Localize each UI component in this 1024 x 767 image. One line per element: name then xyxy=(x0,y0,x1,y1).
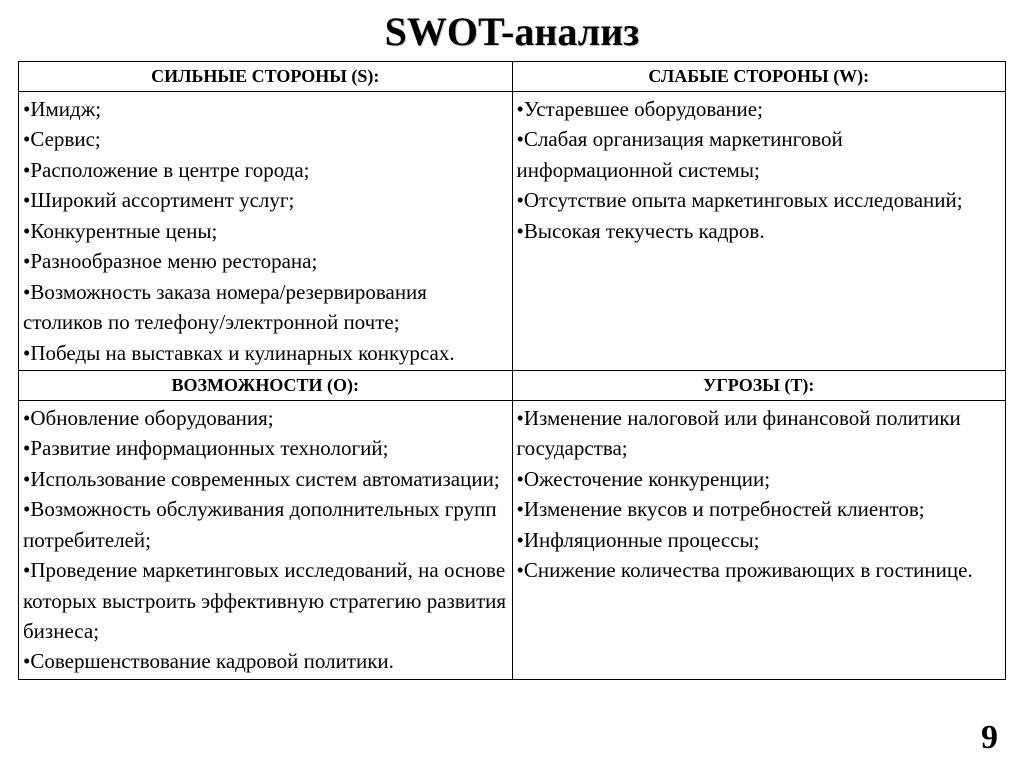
list-item: •Возможность обслуживания дополнительных… xyxy=(23,494,508,555)
list-item: •Имидж; xyxy=(23,94,508,124)
header-row-1: СИЛЬНЫЕ СТОРОНЫ (S): СЛАБЫЕ СТОРОНЫ (W): xyxy=(19,62,1006,92)
list-item: •Инфляционные процессы; xyxy=(517,525,1002,555)
list-item: •Устаревшее оборудование; xyxy=(517,94,1002,124)
list-item: •Конкурентные цены; xyxy=(23,216,508,246)
list-item: •Высокая текучесть кадров. xyxy=(517,216,1002,246)
list-item: •Слабая организация маркетинговой информ… xyxy=(517,124,1002,185)
header-weaknesses: СЛАБЫЕ СТОРОНЫ (W): xyxy=(512,62,1006,92)
cell-weaknesses: •Устаревшее оборудование;•Слабая организ… xyxy=(512,92,1006,371)
cell-opportunities: •Обновление оборудования;•Развитие инфор… xyxy=(19,400,513,679)
list-item: •Использование современных систем автома… xyxy=(23,464,508,494)
list-item: •Обновление оборудования; xyxy=(23,403,508,433)
slide-title: SWOT-анализ xyxy=(18,8,1006,55)
list-item: •Изменение налоговой или финансовой поли… xyxy=(517,403,1002,464)
body-row-2: •Обновление оборудования;•Развитие инфор… xyxy=(19,400,1006,679)
cell-strengths: •Имидж;•Сервис;•Расположение в центре го… xyxy=(19,92,513,371)
list-item: •Расположение в центре города; xyxy=(23,155,508,185)
list-item: •Разнообразное меню ресторана; xyxy=(23,246,508,276)
list-item: •Изменение вкусов и потребностей клиенто… xyxy=(517,494,1002,524)
weaknesses-list: •Устаревшее оборудование;•Слабая организ… xyxy=(517,94,1002,246)
opportunities-list: •Обновление оборудования;•Развитие инфор… xyxy=(23,403,508,677)
strengths-list: •Имидж;•Сервис;•Расположение в центре го… xyxy=(23,94,508,368)
cell-threats: •Изменение налоговой или финансовой поли… xyxy=(512,400,1006,679)
list-item: •Снижение количества проживающих в гости… xyxy=(517,555,1002,585)
slide: SWOT-анализ СИЛЬНЫЕ СТОРОНЫ (S): СЛАБЫЕ … xyxy=(0,0,1024,767)
header-threats: УГРОЗЫ (T): xyxy=(512,370,1006,400)
list-item: •Развитие информационных технологий; xyxy=(23,433,508,463)
list-item: •Отсутствие опыта маркетинговых исследов… xyxy=(517,185,1002,215)
list-item: •Ожесточение конкуренции; xyxy=(517,464,1002,494)
body-row-1: •Имидж;•Сервис;•Расположение в центре го… xyxy=(19,92,1006,371)
list-item: •Совершенствование кадровой политики. xyxy=(23,646,508,676)
header-opportunities: ВОЗМОЖНОСТИ (O): xyxy=(19,370,513,400)
header-strengths: СИЛЬНЫЕ СТОРОНЫ (S): xyxy=(19,62,513,92)
list-item: •Победы на выставках и кулинарных конкур… xyxy=(23,338,508,368)
threats-list: •Изменение налоговой или финансовой поли… xyxy=(517,403,1002,586)
swot-table: СИЛЬНЫЕ СТОРОНЫ (S): СЛАБЫЕ СТОРОНЫ (W):… xyxy=(18,61,1006,680)
list-item: •Широкий ассортимент услуг; xyxy=(23,185,508,215)
page-number: 9 xyxy=(981,719,998,757)
header-row-2: ВОЗМОЖНОСТИ (O): УГРОЗЫ (T): xyxy=(19,370,1006,400)
list-item: •Проведение маркетинговых исследований, … xyxy=(23,555,508,646)
list-item: •Сервис; xyxy=(23,124,508,154)
list-item: •Возможность заказа номера/резервировани… xyxy=(23,277,508,338)
